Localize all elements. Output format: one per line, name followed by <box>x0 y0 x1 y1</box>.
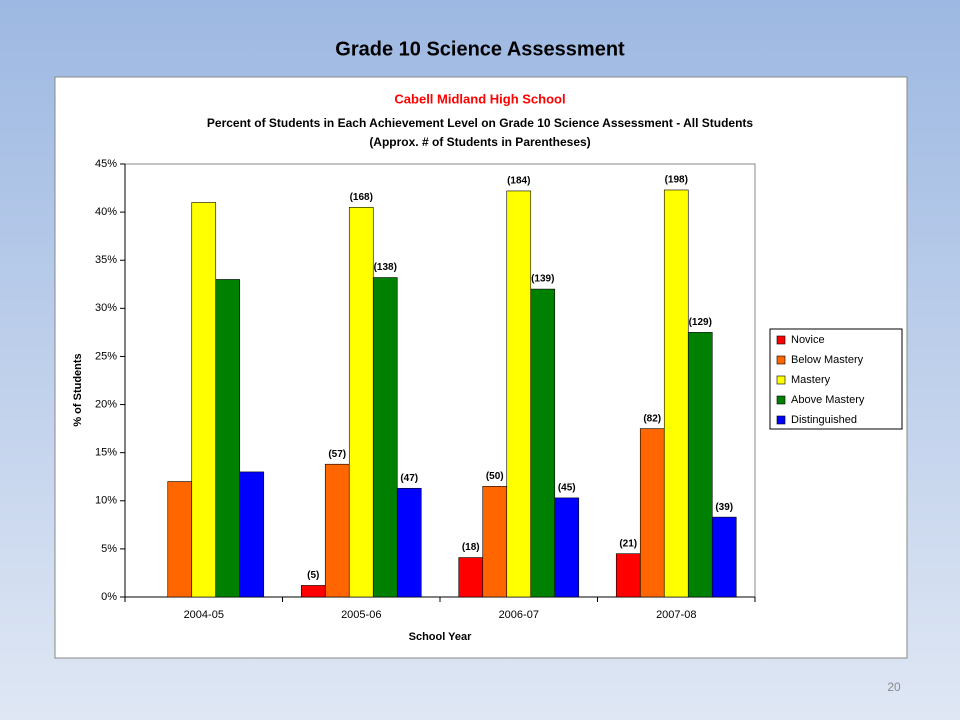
data-label: (57) <box>328 449 346 460</box>
bar <box>482 486 508 598</box>
data-label: (47) <box>400 473 418 484</box>
bar <box>396 487 422 598</box>
data-label: (18) <box>462 542 480 553</box>
y-tick-label: 10% <box>95 495 117 507</box>
bar <box>239 471 265 598</box>
data-label: (139) <box>531 274 554 285</box>
bar <box>687 332 713 598</box>
legend-swatch <box>776 415 786 425</box>
chart-subtitle: Percent of Students in Each Achievement … <box>207 116 753 130</box>
bar <box>663 189 689 598</box>
y-axis-label: % of Students <box>72 353 84 426</box>
chart-title: Cabell Midland High School <box>394 91 565 106</box>
bar <box>458 557 484 598</box>
bar <box>300 585 326 598</box>
x-tick-label: 2007-08 <box>656 609 696 621</box>
y-tick-label: 25% <box>95 350 117 362</box>
x-axis-label: School Year <box>409 631 472 643</box>
bar <box>372 277 398 598</box>
data-label: (129) <box>689 317 712 328</box>
bar <box>506 190 532 598</box>
y-tick-label: 5% <box>101 543 117 555</box>
data-label: (198) <box>665 175 688 186</box>
bar <box>530 288 556 598</box>
page-number: 20 <box>887 680 901 694</box>
y-tick-label: 40% <box>95 206 117 218</box>
data-label: (184) <box>507 176 530 187</box>
data-label: (138) <box>374 262 397 273</box>
y-tick-label: 35% <box>95 254 117 266</box>
legend-label: Above Mastery <box>791 394 865 406</box>
data-label: (39) <box>715 502 733 513</box>
y-tick-label: 15% <box>95 447 117 459</box>
legend-label: Below Mastery <box>791 354 864 366</box>
data-label: (168) <box>350 192 373 203</box>
slide-title: Grade 10 Science Assessment <box>335 38 625 60</box>
data-label: (21) <box>619 538 637 549</box>
legend-label: Mastery <box>791 374 831 386</box>
y-tick-label: 30% <box>95 302 117 314</box>
legend-swatch <box>776 375 786 385</box>
data-label: (5) <box>307 570 319 581</box>
x-tick-label: 2006-07 <box>499 609 539 621</box>
data-label: (82) <box>643 413 661 424</box>
y-tick-label: 20% <box>95 398 117 410</box>
bar <box>191 202 217 598</box>
bar <box>348 207 374 598</box>
bar <box>615 553 641 598</box>
legend-label: Distinguished <box>791 414 857 426</box>
bar <box>215 279 241 598</box>
legend-swatch <box>776 395 786 405</box>
x-tick-label: 2004-05 <box>184 609 224 621</box>
legend <box>769 328 903 430</box>
legend-swatch <box>776 355 786 365</box>
bar <box>167 481 193 598</box>
bar <box>711 516 737 598</box>
data-label: (45) <box>558 483 576 494</box>
bar <box>324 463 350 598</box>
bar <box>639 428 665 598</box>
chart-subtitle: (Approx. # of Students in Parentheses) <box>369 135 590 149</box>
bar <box>554 497 580 598</box>
legend-swatch <box>776 335 786 345</box>
x-tick-label: 2005-06 <box>341 609 381 621</box>
y-tick-label: 45% <box>95 158 117 170</box>
y-tick-label: 0% <box>101 591 117 603</box>
legend-label: Novice <box>791 334 825 346</box>
data-label: (50) <box>486 471 504 482</box>
